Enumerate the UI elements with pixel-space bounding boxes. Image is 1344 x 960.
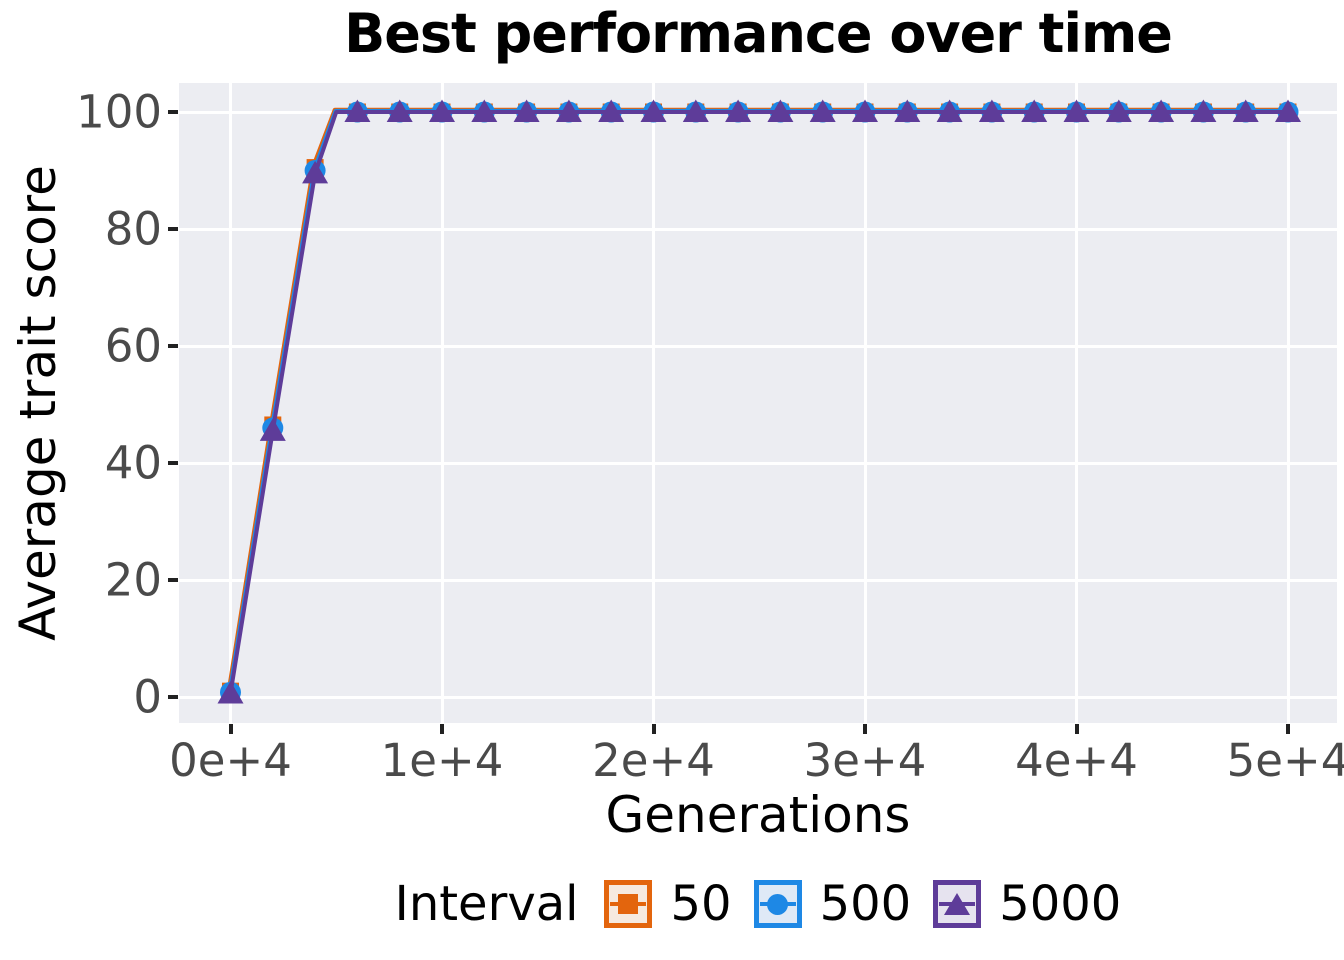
triangle-data-point-marker bbox=[978, 99, 1005, 122]
triangle-data-point-marker bbox=[555, 99, 582, 122]
y-tick-label: 60 bbox=[104, 319, 162, 373]
plot-area bbox=[179, 83, 1337, 723]
triangle-data-point-marker bbox=[302, 160, 329, 184]
gridline-horizontal bbox=[179, 227, 1337, 231]
legend: Interval 50 500 5000 bbox=[179, 874, 1337, 934]
triangle-data-point-marker bbox=[1021, 99, 1048, 122]
triangle-data-point-marker bbox=[513, 99, 540, 122]
triangle-data-point-marker bbox=[640, 99, 667, 122]
triangle-data-point-marker bbox=[725, 99, 752, 122]
triangle-data-point-marker bbox=[598, 99, 625, 122]
y-tick-label: 20 bbox=[104, 553, 162, 607]
circle-marker-icon bbox=[767, 893, 789, 915]
triangle-data-point-marker bbox=[1232, 99, 1259, 122]
legend-item-label: 50 bbox=[670, 876, 732, 932]
triangle-data-point-marker bbox=[1275, 99, 1301, 122]
y-tick-label: 80 bbox=[104, 202, 162, 256]
legend-key-50 bbox=[604, 880, 653, 928]
square-marker-icon bbox=[618, 894, 639, 914]
legend-item-5000: 5000 bbox=[933, 876, 1121, 932]
gridline-vertical bbox=[652, 83, 655, 723]
triangle-data-point-marker bbox=[809, 99, 836, 122]
triangle-data-point-marker bbox=[429, 99, 455, 122]
x-tick-mark bbox=[651, 724, 656, 734]
gridline-horizontal bbox=[179, 695, 1337, 699]
chart-title: Best performance over time bbox=[344, 2, 1173, 65]
series-line-50 bbox=[227, 107, 1289, 691]
x-tick-label: 2e+4 bbox=[592, 734, 715, 787]
x-tick-mark bbox=[228, 724, 233, 734]
x-tick-label: 0e+4 bbox=[169, 734, 292, 787]
y-tick-mark bbox=[168, 227, 178, 231]
legend-key-5000 bbox=[933, 880, 982, 928]
gridline-horizontal bbox=[179, 344, 1337, 348]
x-tick-mark bbox=[863, 724, 867, 734]
triangle-data-point-marker bbox=[936, 99, 963, 122]
legend-title: Interval bbox=[394, 876, 579, 932]
triangle-data-point-marker bbox=[894, 99, 921, 122]
y-tick-label: 0 bbox=[133, 670, 162, 724]
y-tick-label: 40 bbox=[104, 436, 162, 490]
x-tick-mark bbox=[1286, 724, 1290, 734]
triangle-data-point-marker bbox=[1190, 99, 1217, 122]
y-axis-title: Average trait score bbox=[9, 165, 67, 641]
series-plot-svg bbox=[217, 99, 1301, 704]
triangle-marker-icon bbox=[944, 893, 971, 915]
y-tick-mark bbox=[168, 110, 178, 114]
triangle-data-point-marker bbox=[344, 99, 371, 122]
legend-item-label: 500 bbox=[819, 876, 912, 932]
triangle-data-point-marker bbox=[259, 418, 286, 441]
x-tick-label: 1e+4 bbox=[380, 734, 504, 787]
triangle-data-point-marker bbox=[682, 99, 709, 122]
x-tick-label: 3e+4 bbox=[803, 734, 927, 787]
legend-key-500 bbox=[753, 880, 802, 928]
series-line-5000 bbox=[228, 110, 1290, 696]
triangle-data-point-marker bbox=[1063, 99, 1090, 122]
triangle-data-point-marker bbox=[217, 680, 244, 704]
y-tick-mark bbox=[168, 695, 178, 699]
y-tick-mark bbox=[168, 461, 178, 465]
triangle-data-point-marker bbox=[1148, 99, 1175, 122]
legend-item-500: 500 bbox=[753, 876, 912, 932]
gridline-vertical bbox=[1286, 83, 1290, 723]
gridline-horizontal bbox=[179, 461, 1337, 465]
triangle-data-point-marker bbox=[1105, 99, 1132, 122]
triangle-data-point-marker bbox=[767, 99, 794, 122]
x-tick-mark bbox=[440, 724, 444, 734]
x-axis-title: Generations bbox=[605, 786, 911, 844]
x-tick-label: 5e+4 bbox=[1226, 734, 1344, 787]
series-line-500 bbox=[227, 108, 1290, 694]
triangle-data-point-marker bbox=[471, 99, 498, 122]
y-tick-mark bbox=[168, 578, 178, 582]
gridline-vertical bbox=[863, 83, 867, 723]
gridline-horizontal bbox=[179, 578, 1337, 582]
gridline-vertical bbox=[440, 83, 444, 723]
gridline-vertical bbox=[229, 83, 232, 723]
x-tick-label: 4e+4 bbox=[1015, 734, 1138, 787]
triangle-data-point-marker bbox=[386, 99, 413, 122]
y-tick-mark bbox=[168, 344, 178, 348]
legend-item-50: 50 bbox=[604, 876, 732, 932]
gridline-vertical bbox=[1075, 83, 1078, 723]
triangle-data-point-marker bbox=[852, 99, 878, 122]
legend-item-label: 5000 bbox=[999, 876, 1122, 932]
x-tick-mark bbox=[1074, 724, 1079, 734]
y-tick-label: 100 bbox=[76, 85, 162, 139]
